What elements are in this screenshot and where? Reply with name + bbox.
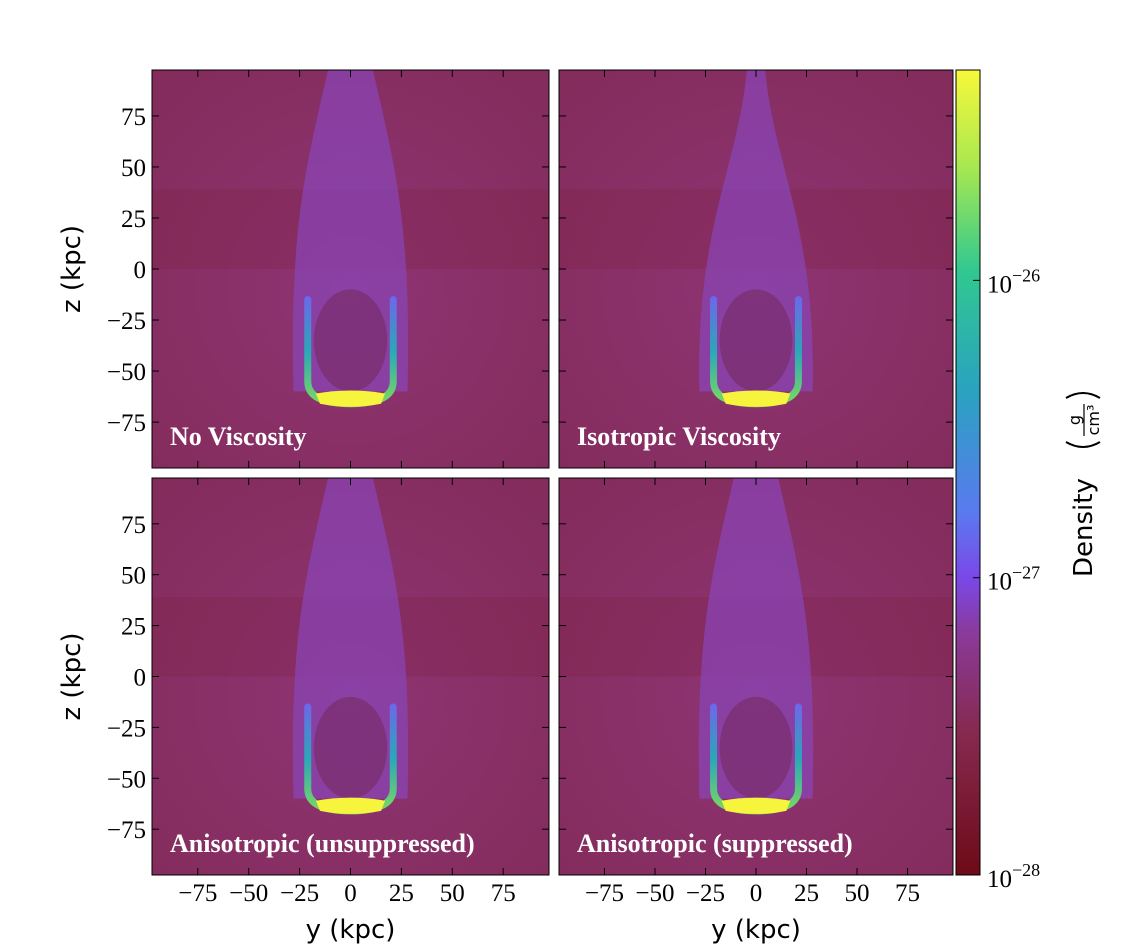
colorbar: 10−28 10−27 10−26 Density g cm³ (955, 69, 1103, 893)
x-tick-label: −25 (686, 880, 725, 907)
x-tick-label: 0 (344, 880, 357, 907)
colorbar-tick-label: 10−26 (987, 265, 1040, 298)
y-tick-label: 0 (134, 257, 147, 284)
y-tick-label: 50 (121, 155, 146, 182)
panel: Isotropic Viscosity (558, 69, 954, 469)
unit-denominator: cm³ (1084, 405, 1103, 436)
x-tick-label: 75 (895, 880, 920, 907)
cavity (313, 289, 388, 392)
panel: −75 −50 −25 0 25 50 75 Anisotropic (suppressed)… (558, 477, 954, 945)
paren (1065, 392, 1101, 399)
x-axis-label: y (kpc) (306, 915, 396, 945)
density-image (559, 478, 953, 875)
x-tick-label: 25 (389, 880, 414, 907)
panel: −75 −50 −25 0 25 50 75 No Viscosity z (kpc) (57, 69, 550, 469)
panel-title: Anisotropic (suppressed) (577, 829, 853, 858)
x-tick-label: −25 (280, 880, 319, 907)
x-tick-label: 50 (845, 880, 870, 907)
paren (1065, 441, 1101, 448)
x-tick-label: −75 (178, 880, 217, 907)
panel: −75 −50 −25 0 25 50 75 −75 −50 −25 0 25 50 75 Anisotro… (57, 477, 550, 945)
y-tick-label: −75 (107, 817, 146, 844)
colorbar-tick-label: 10−27 (987, 563, 1040, 596)
y-tick-label: 0 (134, 665, 147, 692)
x-tick-label: 50 (440, 880, 465, 907)
cavity (313, 696, 388, 799)
colorbar-fill (955, 69, 981, 876)
y-axis-label: z (kpc) (57, 632, 87, 720)
y-tick-label: 75 (121, 104, 146, 131)
front (315, 797, 386, 814)
x-tick-label: 0 (750, 880, 763, 907)
cavity (719, 696, 793, 799)
y-tick-label: −50 (107, 359, 146, 386)
x-tick-label: 75 (491, 880, 516, 907)
x-tick-label: 25 (794, 880, 819, 907)
colorbar-label: Density g cm³ (1065, 392, 1103, 577)
density-image (152, 478, 549, 875)
cavity (719, 289, 793, 392)
y-axis-label: z (kpc) (57, 225, 87, 313)
y-tick-label: −25 (107, 308, 146, 335)
front (721, 390, 791, 407)
front (721, 797, 791, 814)
x-tick-label: −50 (229, 880, 268, 907)
y-tick-label: 75 (121, 512, 146, 539)
unit-numerator: g (1065, 415, 1084, 425)
front (315, 390, 386, 407)
y-tick-label: −75 (107, 410, 146, 437)
density-image (559, 70, 953, 468)
colorbar-label-text: Density (1069, 478, 1099, 577)
y-tick-label: 50 (121, 563, 146, 590)
y-tick-label: 25 (121, 614, 146, 641)
panel-title: Anisotropic (unsuppressed) (170, 829, 475, 858)
density-image (152, 70, 549, 468)
x-axis-label: y (kpc) (711, 915, 801, 945)
x-tick-label: −50 (635, 880, 674, 907)
y-tick-label: −50 (107, 766, 146, 793)
y-tick-label: 25 (121, 206, 146, 233)
x-tick-label: −75 (585, 880, 624, 907)
y-tick-label: −25 (107, 715, 146, 742)
colorbar-tick-label: 10−28 (987, 860, 1040, 893)
panel-title: Isotropic Viscosity (577, 422, 781, 451)
panel-title: No Viscosity (170, 422, 307, 451)
